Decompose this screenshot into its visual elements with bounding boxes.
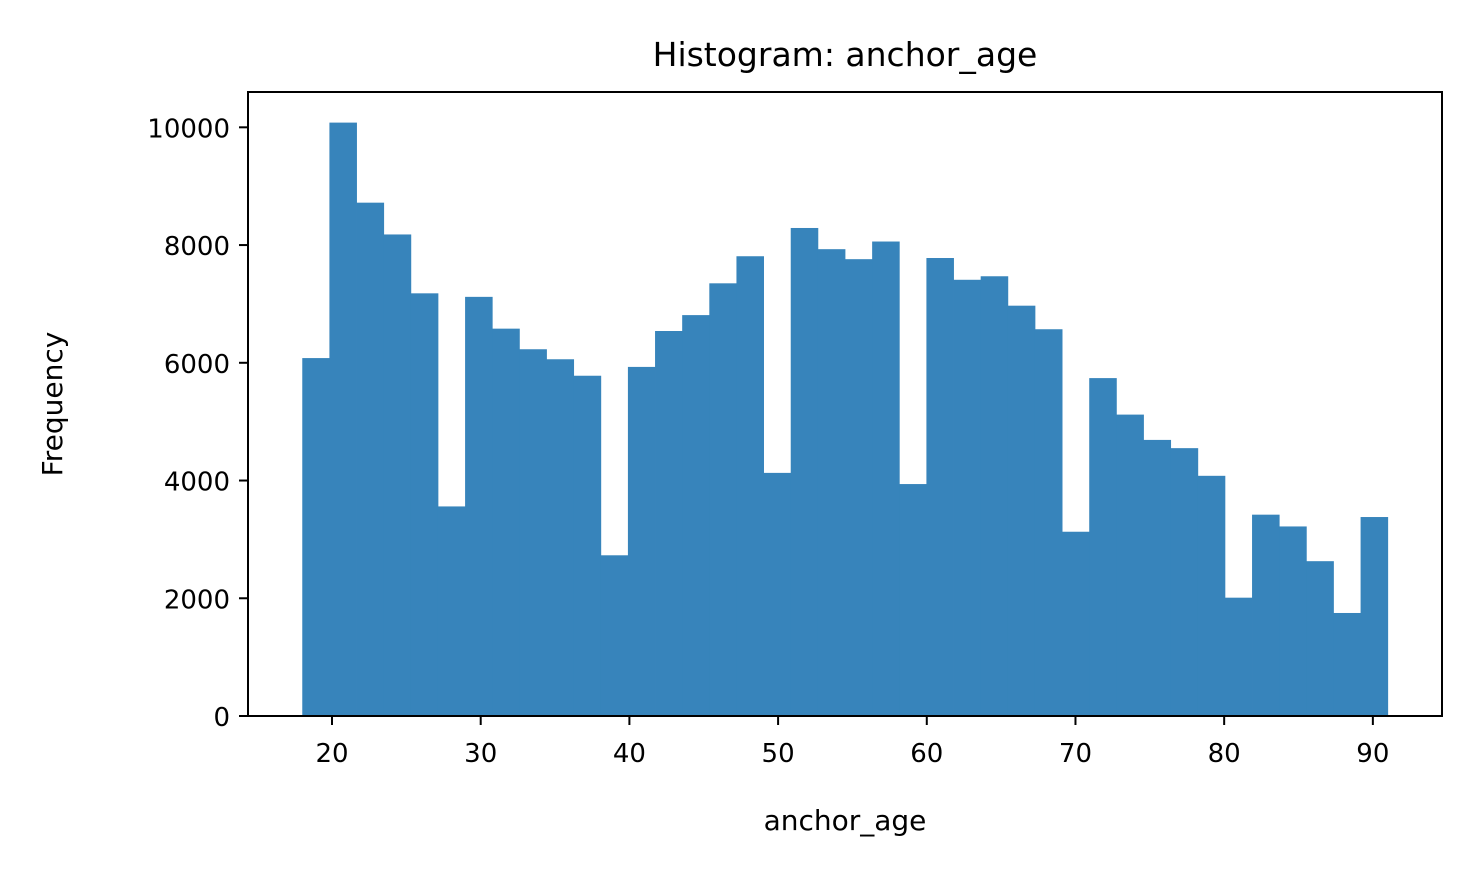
histogram-bar	[655, 331, 683, 716]
x-axis-ticks: 20 30 40 50 60 70 80 90	[315, 716, 1389, 769]
histogram-bar	[627, 366, 656, 716]
y-tick-label: 10000	[147, 114, 230, 144]
histogram-bar	[899, 484, 927, 716]
histogram-bar	[329, 122, 357, 717]
histogram-bar	[546, 359, 575, 716]
y-axis-label: Frequency	[36, 332, 69, 477]
y-tick-label: 2000	[164, 585, 230, 615]
bars-group	[302, 122, 1389, 717]
histogram-bar	[1279, 526, 1307, 716]
histogram-bar	[383, 234, 412, 716]
histogram-bar	[410, 293, 439, 716]
axes-frame	[247, 91, 1443, 717]
x-tick-label: 90	[1356, 739, 1389, 769]
histogram-bar	[519, 349, 547, 716]
histogram-bar	[1143, 439, 1172, 716]
histogram-bar	[573, 375, 602, 716]
histogram-bar	[600, 555, 629, 716]
y-tick-label: 0	[213, 703, 230, 733]
histogram-bar	[1007, 305, 1036, 716]
histogram-bar	[1360, 517, 1389, 716]
histogram-bar	[492, 328, 520, 716]
x-tick-label: 30	[464, 739, 497, 769]
histogram-bar	[437, 506, 466, 716]
histogram-bar	[872, 241, 900, 716]
histogram-bar	[817, 249, 846, 716]
histogram-bar	[1170, 448, 1199, 716]
histogram-bar	[1306, 561, 1334, 716]
x-tick-label: 40	[613, 739, 646, 769]
histogram-bar	[953, 279, 982, 716]
histogram-bar	[736, 256, 764, 716]
histogram-bar	[1333, 612, 1361, 716]
histogram-bar	[1089, 378, 1117, 716]
chart-title: Histogram: anchor_age	[653, 35, 1038, 74]
x-tick-label: 70	[1059, 739, 1092, 769]
x-tick-label: 80	[1208, 739, 1241, 769]
y-tick-label: 8000	[164, 232, 230, 262]
histogram-bar	[790, 227, 819, 717]
histogram-bar	[682, 315, 710, 716]
histogram-bar	[845, 259, 873, 716]
histogram-bar	[1252, 514, 1280, 716]
x-axis-label: anchor_age	[764, 804, 927, 837]
histogram-bar	[1224, 597, 1253, 716]
x-tick-label: 20	[315, 739, 348, 769]
histogram-bar	[926, 258, 954, 716]
histogram-bar	[465, 296, 493, 716]
x-tick-label: 50	[762, 739, 795, 769]
histogram-bar	[763, 472, 792, 716]
histogram-bar	[980, 276, 1009, 716]
histogram-bar	[1197, 475, 1226, 716]
histogram-bar	[356, 202, 385, 717]
histogram-bar	[709, 283, 737, 716]
y-axis-ticks: 0 2000 4000 6000 8000 10000	[147, 114, 248, 733]
y-tick-label: 6000	[164, 350, 230, 380]
histogram-bar	[1116, 414, 1144, 716]
histogram-bar	[302, 358, 330, 716]
histogram-bar	[1062, 531, 1090, 716]
x-tick-label: 60	[910, 739, 943, 769]
histogram-bar	[1034, 329, 1063, 716]
y-tick-label: 4000	[164, 468, 230, 498]
